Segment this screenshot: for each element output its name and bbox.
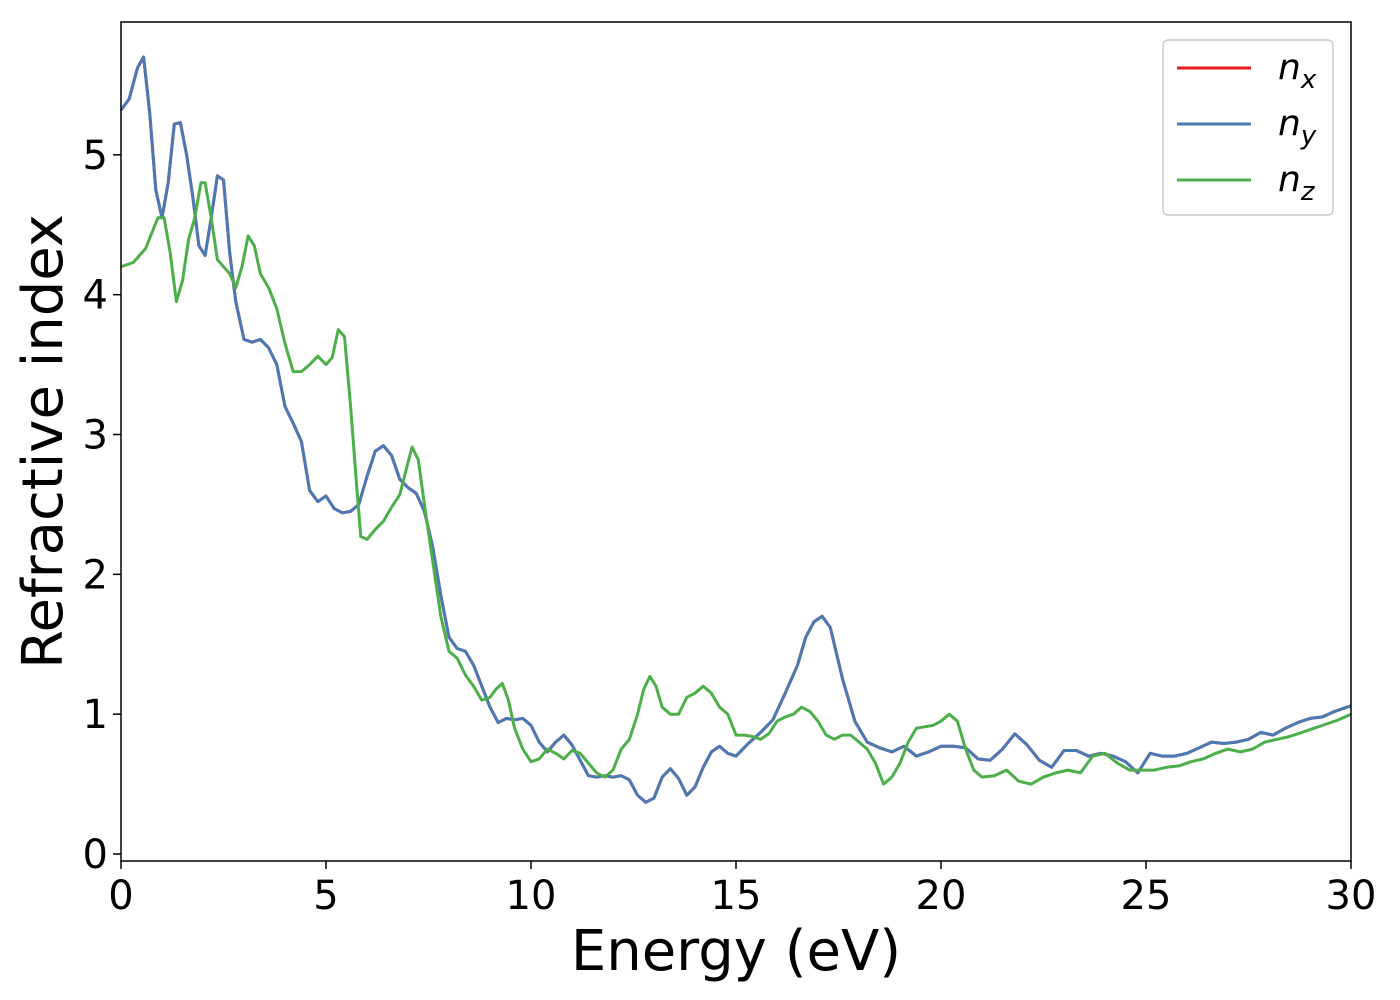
legend-box bbox=[1162, 39, 1334, 216]
x-axis: 0 5 10 15 20 25 30 bbox=[108, 861, 1376, 919]
series-layer bbox=[119, 55, 1352, 804]
legend-label-y: ny bbox=[1278, 103, 1317, 151]
x-axis-label: Energy (eV) bbox=[571, 919, 901, 984]
x-tick-label: 20 bbox=[916, 873, 967, 919]
x-tick-label: 15 bbox=[711, 873, 762, 919]
series-line-y bbox=[119, 55, 1352, 804]
legend-label-z: nz bbox=[1278, 159, 1316, 207]
x-tick-label: 5 bbox=[313, 873, 338, 919]
y-tick-label: 5 bbox=[83, 133, 108, 179]
x-tick-label: 10 bbox=[506, 873, 557, 919]
legend: nx ny nz bbox=[1162, 39, 1334, 216]
y-axis: 0 1 2 3 4 5 bbox=[83, 133, 121, 878]
y-tick-label: 3 bbox=[83, 413, 108, 459]
y-tick-label: 1 bbox=[83, 692, 108, 738]
x-tick-label: 0 bbox=[108, 873, 133, 919]
x-tick-label: 25 bbox=[1121, 873, 1172, 919]
y-tick-label: 0 bbox=[83, 832, 108, 878]
legend-label-x: nx bbox=[1278, 47, 1317, 95]
series-line-z bbox=[120, 181, 1352, 786]
y-axis-label: Refractive index bbox=[11, 214, 76, 669]
y-tick-label: 4 bbox=[83, 273, 108, 319]
y-tick-label: 2 bbox=[83, 552, 108, 598]
x-tick-label: 30 bbox=[1326, 873, 1377, 919]
